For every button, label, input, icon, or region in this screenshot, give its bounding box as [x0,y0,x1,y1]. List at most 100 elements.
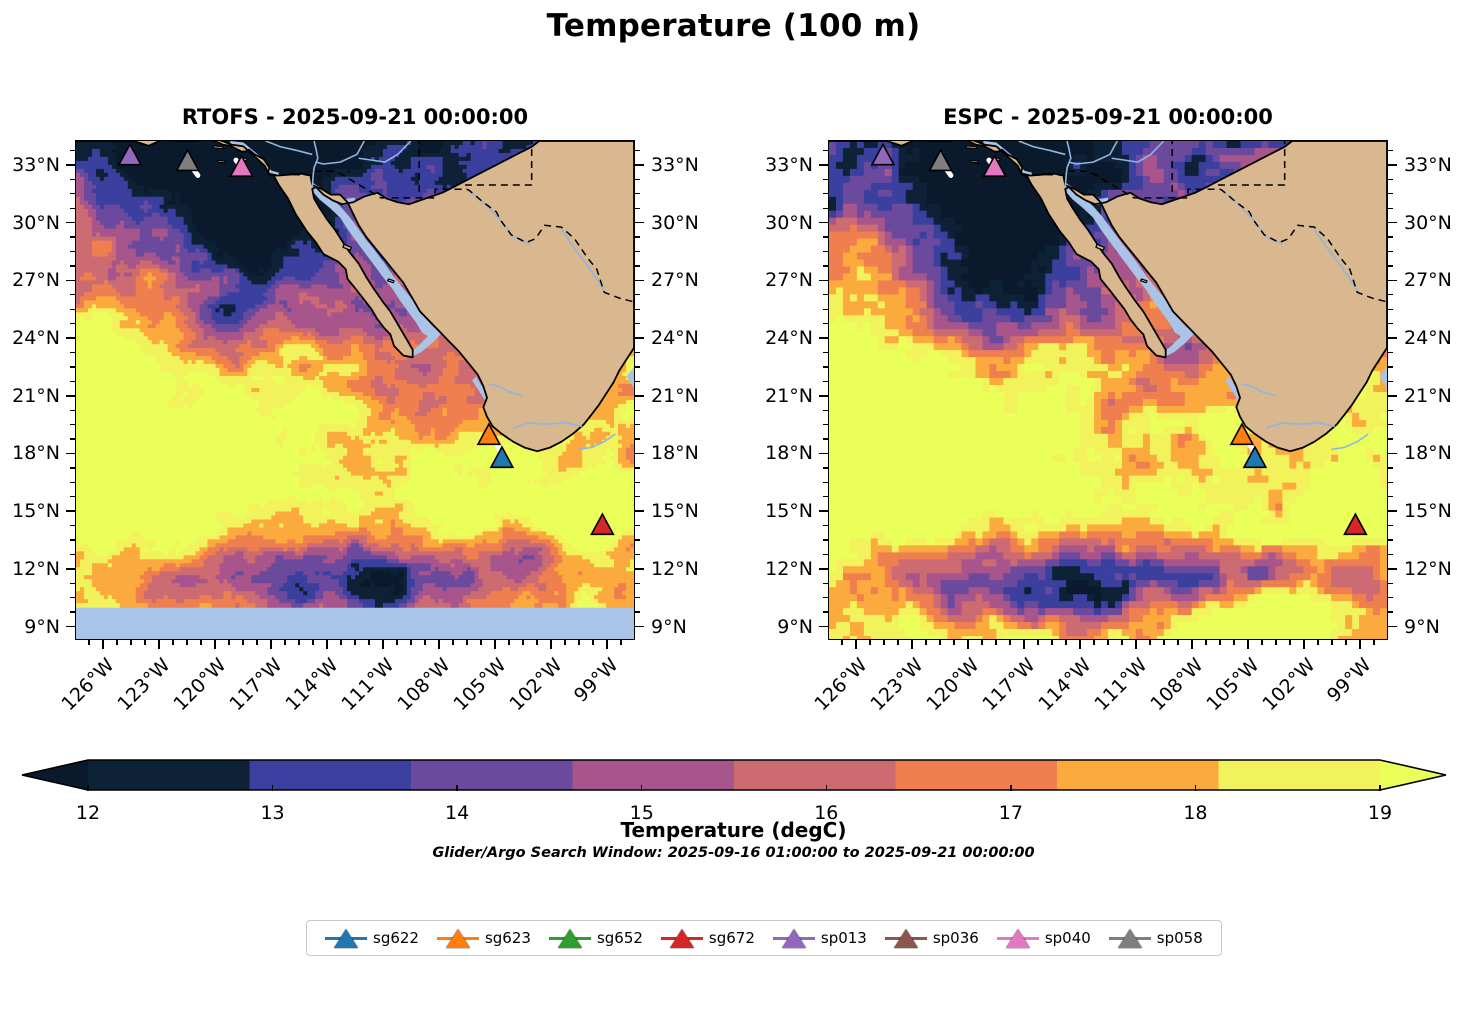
colorbar-tick [1194,785,1197,791]
y-minor-tick [635,467,640,469]
island-polygon [216,159,227,164]
x-minor-tick [340,640,342,645]
platform-marker-sg622 [489,445,515,469]
colorbar-segment [895,760,1058,790]
y-tick [1388,452,1397,455]
x-tick [1359,640,1361,649]
y-minor-tick [70,481,75,483]
river-line [512,421,583,430]
island-polygon [212,145,225,150]
y-tick [635,164,644,166]
y-minor-tick [635,366,640,368]
colorbar-segment [734,760,896,790]
y-tick-label-right: 15°N [651,500,786,522]
x-minor-tick [592,640,594,645]
legend-marker-sg622 [325,926,367,950]
island-polygon [969,159,980,164]
x-minor-tick [1037,640,1039,645]
y-minor-tick [635,308,640,310]
y-minor-tick [70,380,75,382]
x-minor-tick [1317,640,1319,645]
legend-item-sg652[interactable]: sg652 [540,926,652,950]
y-minor-tick [70,611,75,613]
legend-item-sp040[interactable]: sp040 [988,926,1100,950]
y-tick-label-left: 24°N [678,327,813,349]
y-minor-tick [1388,236,1393,238]
y-minor-tick [823,207,828,209]
x-minor-tick [298,640,300,645]
legend-item-sp013[interactable]: sp013 [764,926,876,950]
y-minor-tick [1388,149,1393,152]
y-minor-tick [635,524,640,527]
y-tick [635,568,644,570]
political-border [464,141,533,186]
y-tick [66,625,75,628]
colorbar-tick-label: 18 [1183,802,1207,824]
y-minor-tick [70,582,75,584]
y-minor-tick [823,236,828,238]
colorbar[interactable] [0,752,1467,802]
x-tick [911,640,913,649]
y-tick-label-left: 33°N [0,154,60,176]
island-polygon [965,145,978,150]
x-minor-tick [981,640,983,645]
y-tick [66,337,75,339]
y-tick-label-left: 21°N [678,385,813,407]
y-tick-label-left: 24°N [0,327,60,349]
river-line [311,141,319,188]
legend-item-sp036[interactable]: sp036 [876,926,988,950]
colorbar-label: Temperature (degC) [0,818,1467,842]
y-tick-label-right: 21°N [651,385,786,407]
y-minor-tick [70,553,75,556]
y-tick-label-left: 9°N [678,616,813,638]
legend-item-sg623[interactable]: sg623 [428,926,540,950]
legend-item-sg672[interactable]: sg672 [652,926,764,950]
legend-item-sp058[interactable]: sp058 [1100,926,1212,950]
y-tick [635,279,644,282]
x-minor-tick [1149,640,1151,645]
legend-marker-sp013 [772,926,815,950]
x-tick [1303,640,1305,649]
y-minor-tick [1388,294,1393,296]
y-minor-tick [823,323,828,325]
y-minor-tick [635,250,640,253]
river-line [1018,141,1066,156]
search-window-subtitle: Glider/Argo Search Window: 2025-09-16 01… [0,845,1467,861]
y-tick-label-left: 33°N [678,154,813,176]
y-tick-label-right: 30°N [1404,212,1467,234]
triangle-icon [893,929,918,948]
colorbar-tick [1379,785,1381,791]
x-tick [855,640,857,649]
x-minor-tick [1205,640,1207,645]
map-panel-rtofs: RTOFS - 2025-09-21 00:00:00 126°W 123°W 12… [12,105,699,715]
x-minor-tick [995,640,997,645]
legend-marker-sg623 [436,926,479,950]
x-minor-tick [939,640,941,645]
x-tick [606,640,608,649]
map-area-rtofs[interactable] [75,140,635,640]
y-minor-tick [635,481,640,483]
colorbar-tick [825,785,827,791]
x-minor-tick [869,640,871,645]
x-minor-tick [536,640,538,645]
y-tick [1388,394,1397,397]
legend-item-sg622[interactable]: sg622 [316,926,428,950]
colorbar-tick-label: 19 [1368,802,1392,824]
y-tick-label-left: 15°N [678,500,813,522]
y-minor-tick [635,265,640,267]
x-minor-tick [620,640,622,645]
y-minor-tick [70,178,75,181]
island-polygon [1095,243,1105,251]
legend-label: sg652 [597,929,643,947]
y-tick [635,625,644,628]
y-minor-tick [1388,351,1393,354]
map-area-espc[interactable] [828,140,1388,640]
platform-marker-sg623 [1229,422,1255,446]
colorbar-under-arrow [22,760,88,790]
river-line [358,141,412,163]
y-tick-label-right: 30°N [651,212,786,234]
y-tick [66,164,75,166]
y-minor-tick [1388,611,1393,613]
x-minor-tick [1121,640,1123,645]
y-minor-tick [635,553,640,556]
